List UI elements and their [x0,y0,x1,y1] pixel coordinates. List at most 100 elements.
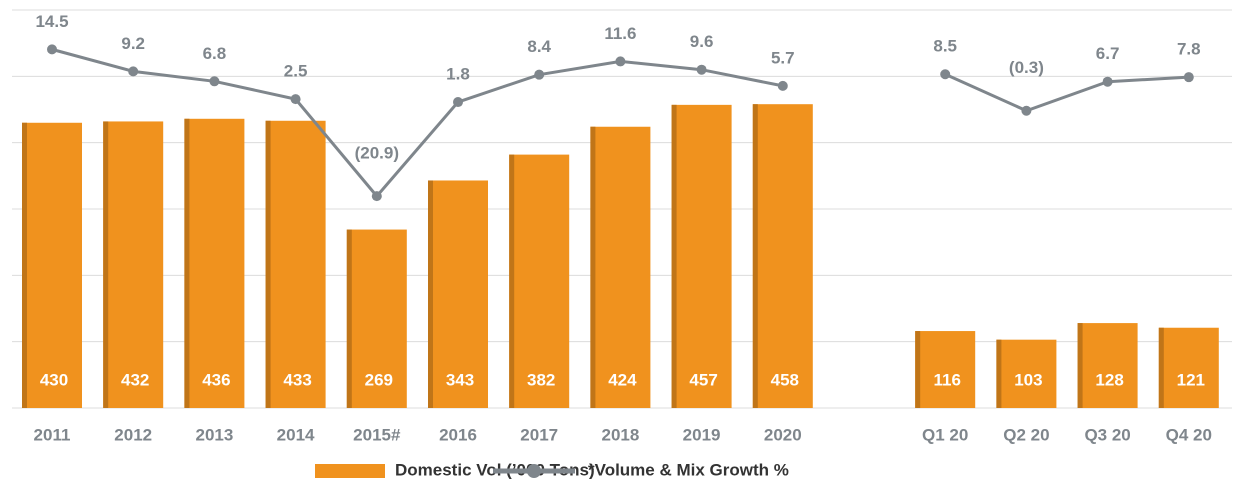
bar-body [1158,327,1219,408]
bar [184,118,245,408]
bar-edge [671,104,677,409]
line-value-label: 9.2 [121,34,145,53]
bar [1158,327,1219,408]
line-marker [1021,105,1032,116]
legend-swatch [315,464,385,478]
line-value-label: 6.7 [1096,44,1120,63]
bar-value-label: 458 [771,370,799,389]
bar-value-label: 457 [689,370,717,389]
x-tick-label: 2019 [683,425,721,444]
line-value-label: 11.6 [604,24,636,43]
line-marker [209,76,220,87]
x-tick-label: 2018 [601,425,639,444]
line [51,47,1189,199]
x-tick-label: 2013 [195,425,233,444]
bar-value-label: 382 [527,370,555,389]
legend-label: *Volume & Mix Growth % [588,460,789,479]
line-marker [1183,72,1194,83]
bar-edge [1158,327,1164,408]
line-marker [1102,76,1113,87]
x-tick-label: 2012 [114,425,152,444]
bar-body [671,104,732,409]
bar-body [428,180,488,408]
bar [752,104,813,409]
bar-body [915,331,976,408]
bar [346,229,407,408]
bar [1077,323,1138,408]
bar [996,339,1057,408]
bar-edge [996,339,1002,408]
bar-body [346,229,407,408]
bar [103,121,164,408]
x-tick-label: 2017 [520,425,558,444]
bar-value-label: 430 [40,370,68,389]
legend-swatch-marker [527,464,541,478]
bar-value-label: 436 [202,370,230,389]
line-value-label: 2.5 [284,62,308,81]
x-tick-label: 2011 [34,425,71,444]
bar-edge [509,154,515,408]
bar-edge [265,120,271,408]
bar-edge [103,121,109,408]
bar-edge [184,118,190,408]
line-value-label: 5.7 [771,48,795,67]
bar [590,126,651,408]
bar-body [590,126,651,408]
bar-value-label: 269 [365,370,393,389]
bar [22,122,82,409]
line-marker [290,94,301,105]
line-marker [534,69,545,80]
bar-body [103,121,164,408]
line-marker [777,80,788,91]
bar-value-label: 343 [446,370,474,389]
bar-edge [428,180,433,408]
bar-edge [346,229,352,408]
x-tick-label: 2016 [439,425,477,444]
x-tick-label: Q3 20 [1084,425,1130,444]
line-value-label: (20.9) [355,144,399,163]
bar [509,154,570,408]
bar [915,331,976,408]
line-value-label: 14.5 [35,12,68,31]
line-value-label: 1.8 [446,65,470,84]
bar-value-label: 432 [121,370,149,389]
line-marker [371,191,382,202]
bar-value-label: 128 [1095,370,1123,389]
x-tick-label: Q4 20 [1166,425,1212,444]
line-value-label: 9.6 [690,32,714,51]
bar-body [996,339,1057,408]
bar-edge [752,104,758,409]
bar-value-label: 116 [933,370,960,389]
x-tick-label: Q1 20 [922,425,968,444]
line-marker [128,66,139,77]
line-value-label: 8.4 [527,37,551,56]
bar-value-label: 103 [1014,370,1042,389]
line-value-label: 7.8 [1177,40,1201,59]
line-marker [940,69,951,80]
bar-value-label: 433 [283,370,311,389]
line-value-label: 8.5 [933,37,957,56]
line-marker [615,56,626,67]
bar-edge [22,122,27,409]
bar-edge [915,331,921,408]
bar-body [22,122,82,409]
bar-body [265,120,326,408]
bar [671,104,732,409]
line-value-label: (0.3) [1009,58,1044,77]
bar-body [1077,323,1138,408]
line-value-label: 6.8 [203,44,227,63]
bar [265,120,326,408]
bar-value-label: 424 [608,370,637,389]
line-marker [696,64,707,75]
bar-body [184,118,245,408]
x-tick-label: 2014 [277,425,315,444]
bar-body [752,104,813,409]
bar-edge [1077,323,1083,408]
x-tick-label: 2020 [764,425,802,444]
x-tick-label: 2015# [353,425,401,444]
bar-body [509,154,570,408]
bar-edge [590,126,596,408]
x-tick-label: Q2 20 [1003,425,1049,444]
bar-value-label: 121 [1177,370,1205,389]
